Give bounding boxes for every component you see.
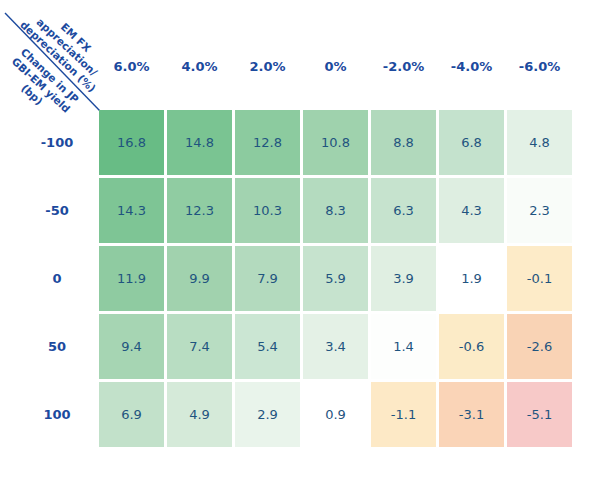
column-header: 6.0% — [99, 53, 164, 79]
heatmap-cell: 3.4 — [303, 314, 368, 379]
heatmap-cell: 7.9 — [235, 246, 300, 311]
row-header: 50 — [18, 314, 96, 379]
heatmap-cell: 2.9 — [235, 382, 300, 447]
heatmap-cell: 12.3 — [167, 178, 232, 243]
column-header: -4.0% — [439, 53, 504, 79]
heatmap-cell: 9.9 — [167, 246, 232, 311]
row-header: 0 — [18, 246, 96, 311]
heatmap-cell: -0.1 — [507, 246, 572, 311]
heatmap-cell: 7.4 — [167, 314, 232, 379]
heatmap-cell: 10.3 — [235, 178, 300, 243]
heatmap-cell: 2.3 — [507, 178, 572, 243]
heatmap-grid: 16.814.812.810.88.86.84.8 14.312.310.38.3… — [99, 110, 572, 447]
heatmap-cell: 11.9 — [99, 246, 164, 311]
heatmap-cell: 0.9 — [303, 382, 368, 447]
heatmap-cell: 4.9 — [167, 382, 232, 447]
heatmap-cell: 6.3 — [371, 178, 436, 243]
heatmap-cell: -5.1 — [507, 382, 572, 447]
column-header: 0% — [303, 53, 368, 79]
column-header: -6.0% — [507, 53, 572, 79]
heatmap-cell: -0.6 — [439, 314, 504, 379]
heatmap-cell: 8.8 — [371, 110, 436, 175]
row-header: -100 — [18, 110, 96, 175]
heatmap-cell: -3.1 — [439, 382, 504, 447]
heatmap-cell: 14.3 — [99, 178, 164, 243]
column-headers: 6.0%4.0%2.0%0%-2.0%-4.0%-6.0% — [99, 53, 572, 79]
heatmap-cell: 12.8 — [235, 110, 300, 175]
heatmap-cell: 3.9 — [371, 246, 436, 311]
row-headers: -100-50050100 — [18, 110, 96, 447]
heatmap-cell: -1.1 — [371, 382, 436, 447]
row-header: 100 — [18, 382, 96, 447]
heatmap-cell: 6.8 — [439, 110, 504, 175]
heatmap-cell: 4.3 — [439, 178, 504, 243]
heatmap-cell: 8.3 — [303, 178, 368, 243]
heatmap-cell: 1.4 — [371, 314, 436, 379]
heatmap-cell: 10.8 — [303, 110, 368, 175]
heatmap-cell: 4.8 — [507, 110, 572, 175]
heatmap-cell: 14.8 — [167, 110, 232, 175]
heatmap-cell: 1.9 — [439, 246, 504, 311]
heatmap-cell: 6.9 — [99, 382, 164, 447]
row-header: -50 — [18, 178, 96, 243]
heatmap-cell: 5.4 — [235, 314, 300, 379]
column-header: 2.0% — [235, 53, 300, 79]
column-header: 4.0% — [167, 53, 232, 79]
heatmap-cell: 9.4 — [99, 314, 164, 379]
column-header: -2.0% — [371, 53, 436, 79]
heatmap-cell: 16.8 — [99, 110, 164, 175]
heatmap-cell: 5.9 — [303, 246, 368, 311]
heatmap-panel: EM FX appreciation/ depreciation (%) Cha… — [0, 0, 602, 489]
heatmap-cell: -2.6 — [507, 314, 572, 379]
